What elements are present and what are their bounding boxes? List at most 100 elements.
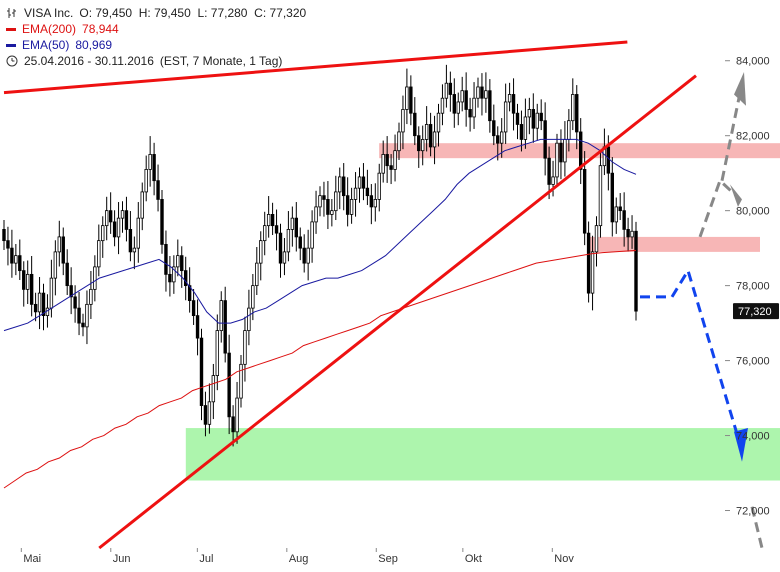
x-tick-label: Mai	[23, 553, 41, 565]
legend-ema200-row: EMA(200) 78,944	[6, 21, 306, 37]
candle-body	[152, 154, 156, 182]
candle-body	[539, 112, 543, 122]
candle-body	[618, 206, 622, 212]
minor_resistance-zone	[589, 236, 760, 252]
forecast-gray-up-arrowhead	[734, 71, 746, 106]
candle-body	[448, 82, 453, 95]
candle-body	[432, 131, 437, 148]
candle-body	[507, 94, 512, 103]
candle-body	[207, 401, 212, 425]
candle-body	[29, 273, 34, 305]
candle-body	[440, 97, 445, 114]
candle-body	[476, 86, 480, 99]
candle-body	[290, 217, 295, 230]
candle-body	[610, 172, 614, 223]
candle-body	[215, 330, 219, 376]
zones	[185, 143, 780, 481]
candle-body	[409, 86, 413, 114]
candle-body	[579, 131, 583, 170]
candle-body	[227, 352, 231, 418]
x-tick-label: Sep	[378, 553, 398, 565]
ema200-line	[3, 249, 637, 489]
candle-body	[318, 195, 322, 208]
candle-body	[286, 228, 291, 253]
candle-body	[259, 240, 263, 264]
ema50-line	[3, 138, 637, 332]
candle-body	[547, 157, 551, 185]
candle-body	[22, 270, 26, 290]
candle-body	[456, 101, 460, 114]
forecast-gray-down-path	[750, 506, 764, 549]
candle-body	[385, 154, 389, 167]
candle-body	[397, 131, 401, 152]
candle-body	[626, 228, 630, 238]
candle-body	[444, 82, 449, 99]
y-tick-label: 76,000	[736, 356, 770, 368]
candle-body	[464, 90, 468, 110]
candle-body	[132, 247, 137, 253]
candle-body	[57, 236, 61, 253]
ema50-polyline	[3, 138, 637, 332]
candle-body	[357, 176, 362, 189]
forecast-gray-up-path	[720, 82, 744, 181]
candle-body	[97, 240, 101, 268]
candle-body	[590, 251, 595, 294]
candle-body	[314, 206, 318, 223]
legend-period-row: 25.04.2016 - 30.11.2016 (EST, 7 Monate, …	[6, 53, 306, 69]
candle-body	[262, 225, 267, 242]
candle-body	[73, 296, 77, 309]
ema200-polyline	[3, 249, 637, 489]
candle-body	[255, 262, 259, 287]
candle-body	[551, 176, 555, 185]
ema50-swatch	[6, 43, 16, 47]
candle-body	[140, 191, 144, 219]
candle-body	[606, 146, 611, 174]
candle-body	[239, 363, 243, 399]
candle-body	[18, 255, 22, 272]
candle-body	[330, 210, 334, 215]
legend-ticker-row: VISA Inc. O: 79,450 H: 79,450 L: 77,280 …	[6, 5, 306, 21]
candle-body	[420, 139, 425, 152]
trendlines	[3, 40, 697, 550]
candle-body	[49, 277, 54, 309]
candle-body	[120, 210, 125, 219]
candle-body	[535, 112, 539, 129]
candle-body	[326, 199, 330, 215]
candle-body	[622, 210, 626, 230]
candle-body	[531, 109, 535, 129]
last-price-value: 77,320	[738, 306, 772, 318]
ohlc-icon	[7, 8, 16, 18]
candle-body	[563, 139, 567, 163]
support-zone	[185, 428, 780, 481]
y-axis: 84,000 82,000 80,000 78,000 76,000 74,000 72,0…	[725, 56, 770, 518]
candle-body	[203, 405, 208, 425]
candle-body	[634, 230, 638, 312]
candle-body	[468, 109, 472, 118]
candle-body	[81, 322, 85, 328]
candle-body	[460, 90, 464, 103]
candle-body	[187, 285, 192, 302]
x-tick-label: Jun	[113, 553, 131, 565]
candle-body	[124, 210, 129, 230]
y-tick-label: 82,000	[736, 131, 770, 143]
candle-body	[594, 225, 599, 253]
candle-body	[559, 142, 563, 163]
candle-body	[136, 217, 140, 249]
x-axis: Mai Jun Jul Aug Sep Okt Nov	[20, 548, 574, 565]
candles	[2, 64, 638, 447]
candle-body	[377, 172, 381, 200]
candle-body	[401, 109, 405, 133]
candle-body	[496, 135, 500, 144]
candle-body	[310, 221, 314, 249]
candle-body	[345, 195, 350, 215]
candle-body	[413, 112, 417, 137]
legend: VISA Inc. O: 79,450 H: 79,450 L: 77,280 …	[6, 5, 306, 69]
candle-body	[630, 230, 634, 238]
candle-body	[2, 228, 6, 242]
candle-body	[77, 307, 81, 324]
candle-body	[373, 199, 377, 208]
candle-body	[353, 187, 358, 200]
candle-body	[101, 225, 105, 242]
candle-body	[389, 165, 393, 170]
ohlc-values: O: 79,450 H: 79,450 L: 77,280 C: 77,320	[79, 6, 307, 20]
